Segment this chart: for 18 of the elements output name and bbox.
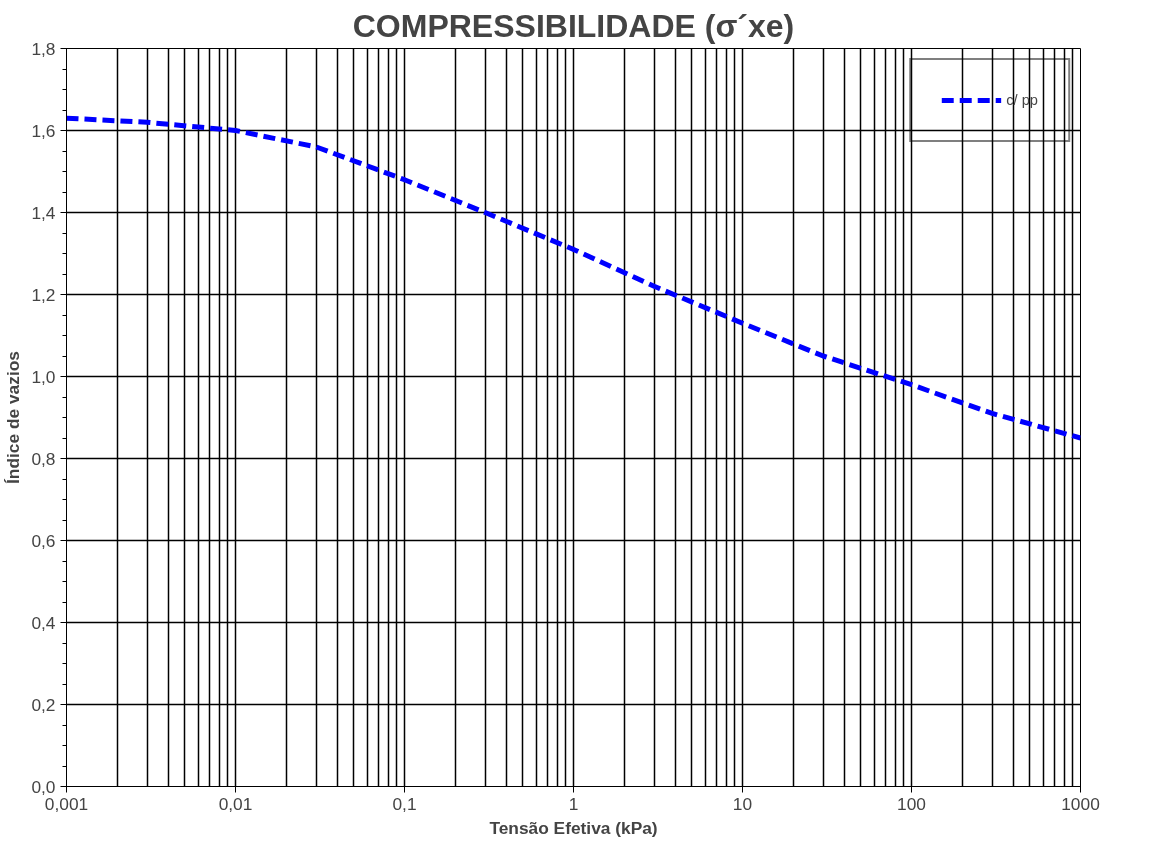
- x-tick-label: 1: [568, 793, 579, 814]
- x-tick-label: 0,1: [392, 793, 417, 814]
- y-tick-label: 1,4: [31, 202, 56, 223]
- chart-title: COMPRESSIBILIDADE (σ´xe): [352, 7, 795, 44]
- y-axis-title: Índice de vazios: [3, 351, 24, 484]
- x-tick-label: 10: [732, 793, 753, 814]
- y-tick-label: 1,6: [31, 120, 56, 141]
- y-tick-label: 0,6: [31, 530, 56, 551]
- y-tick-label: 1,8: [31, 38, 56, 59]
- y-tick-label: 0,8: [31, 448, 56, 469]
- x-axis-title: Tensão Efetiva (kPa): [489, 817, 658, 838]
- y-tick-label: 1,0: [31, 366, 56, 387]
- x-tick-label: 0,01: [218, 793, 253, 814]
- y-tick-label: 0,2: [31, 694, 56, 715]
- x-tick-label: 1000: [1061, 793, 1100, 814]
- x-tick-label: 100: [897, 793, 926, 814]
- y-tick-label: 0,4: [31, 612, 56, 633]
- y-tick-label: 1,2: [31, 284, 56, 305]
